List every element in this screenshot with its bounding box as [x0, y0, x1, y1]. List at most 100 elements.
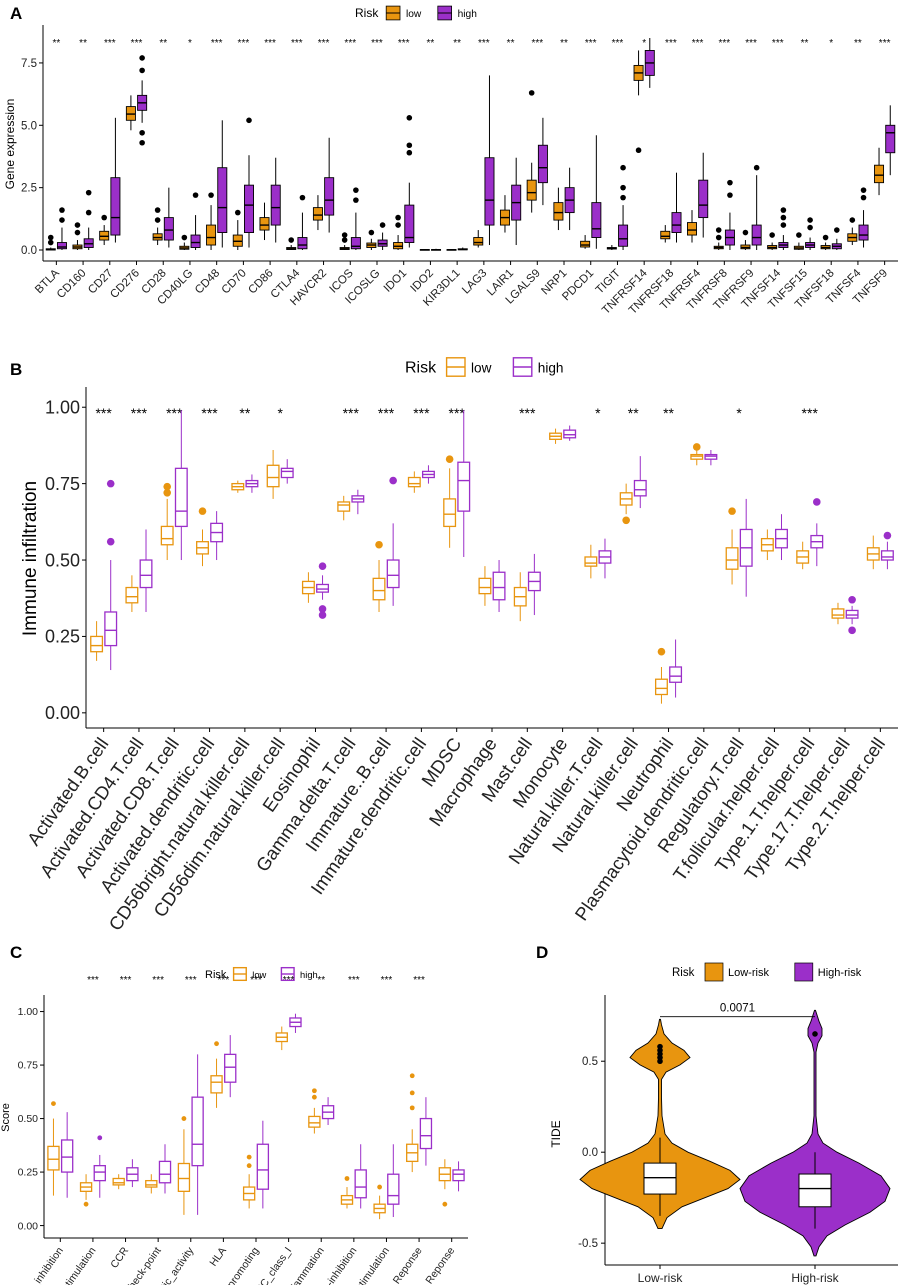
- outlier-point: [318, 562, 327, 570]
- box-low: [125, 95, 136, 131]
- significance-label: ***: [238, 38, 250, 49]
- outlier-point: [807, 224, 813, 231]
- box-high: [563, 425, 577, 441]
- outlier-point: [368, 229, 375, 236]
- box-body: [537, 144, 548, 184]
- panel-letter: B: [10, 360, 22, 379]
- significance-label: ***: [264, 38, 276, 49]
- box-low: [580, 235, 591, 249]
- outlier-point: [622, 516, 630, 525]
- y-tick-label: 0.75: [45, 474, 80, 494]
- outlier-point: [379, 222, 386, 228]
- box-high: [564, 167, 575, 231]
- x-tick-label: CCR: [108, 1245, 131, 1271]
- box-body: [584, 556, 598, 567]
- box-high: [537, 117, 548, 206]
- box-high: [354, 1144, 367, 1209]
- x-tick-label: HLA: [207, 1245, 229, 1269]
- box-low: [160, 482, 174, 561]
- box-high: [724, 179, 735, 251]
- outlier-point: [83, 1201, 89, 1207]
- box-body: [316, 583, 330, 593]
- outlier-point: [208, 192, 214, 198]
- box-low: [366, 229, 377, 251]
- box-high: [778, 207, 789, 251]
- outlier-point: [860, 187, 867, 193]
- box-low: [793, 232, 804, 251]
- significance-label: **: [560, 38, 568, 49]
- outlier-point: [813, 498, 821, 506]
- box-high: [775, 514, 788, 561]
- significance-label: **: [239, 405, 250, 421]
- outlier-point: [246, 1154, 252, 1160]
- box-low: [549, 428, 563, 444]
- outlier-point: [727, 192, 733, 198]
- significance-label: ***: [413, 975, 425, 986]
- outlier-point: [715, 234, 722, 241]
- box-low: [513, 572, 527, 622]
- outlier-point: [834, 227, 840, 233]
- significance-label: ***: [185, 975, 197, 986]
- significance-label: ***: [283, 975, 295, 986]
- box-body: [210, 1075, 223, 1094]
- y-tick-label: 0.25: [18, 1167, 39, 1179]
- box-low: [499, 195, 510, 233]
- x-tick-label: IDO1: [382, 267, 409, 294]
- box-low: [301, 572, 315, 603]
- box-high: [350, 187, 361, 251]
- y-tick-label: 0.0: [21, 245, 37, 257]
- box-body: [553, 202, 564, 221]
- box-high: [831, 227, 842, 251]
- significance-label: *: [642, 38, 646, 49]
- significance-label: ***: [131, 38, 143, 49]
- box-body: [139, 559, 153, 589]
- violin-Low-risk: [579, 1018, 741, 1230]
- box-high: [60, 1112, 74, 1198]
- box-high: [110, 117, 121, 243]
- outlier-point: [163, 488, 171, 497]
- box-high: [270, 157, 281, 243]
- significance-label: **: [52, 38, 60, 49]
- box-high: [224, 1035, 237, 1098]
- box-body: [419, 1117, 433, 1150]
- box-low: [373, 1184, 386, 1220]
- box-body: [190, 234, 201, 248]
- box-body: [885, 124, 896, 154]
- box-body: [874, 164, 885, 184]
- outlier-point: [780, 214, 787, 221]
- significance-label: *: [829, 38, 833, 49]
- box-high: [256, 1120, 270, 1209]
- violin-box: [798, 1173, 832, 1208]
- outlier-point: [139, 55, 145, 61]
- legend-title: Risk: [672, 967, 695, 979]
- significance-label: ***: [381, 975, 393, 986]
- box-high: [245, 474, 259, 493]
- outlier-point: [139, 67, 145, 74]
- box-body: [690, 453, 704, 460]
- box-body: [751, 224, 762, 246]
- box-high: [858, 187, 869, 248]
- outlier-point: [377, 1184, 383, 1190]
- y-tick-label: 1.00: [45, 398, 80, 418]
- box-high: [644, 37, 655, 88]
- box-high: [280, 459, 294, 484]
- outlier-point: [395, 214, 401, 221]
- significance-label: **: [854, 38, 862, 49]
- box-low: [713, 227, 724, 251]
- significance-label: ***: [745, 38, 757, 49]
- x-tick-label: CD276: [108, 267, 142, 301]
- significance-label: ***: [131, 405, 148, 421]
- significance-label: ***: [201, 405, 218, 421]
- box-low: [339, 232, 350, 251]
- box-low: [266, 450, 280, 499]
- box-body: [337, 501, 351, 512]
- outlier-point: [51, 1101, 56, 1106]
- significance-label: ***: [344, 38, 356, 49]
- box-low: [874, 147, 885, 196]
- outlier-point: [780, 222, 787, 228]
- box-low: [259, 202, 270, 241]
- box-body: [831, 608, 845, 619]
- outlier-point: [409, 1105, 415, 1111]
- legend-label-High-risk: High-risk: [818, 967, 862, 979]
